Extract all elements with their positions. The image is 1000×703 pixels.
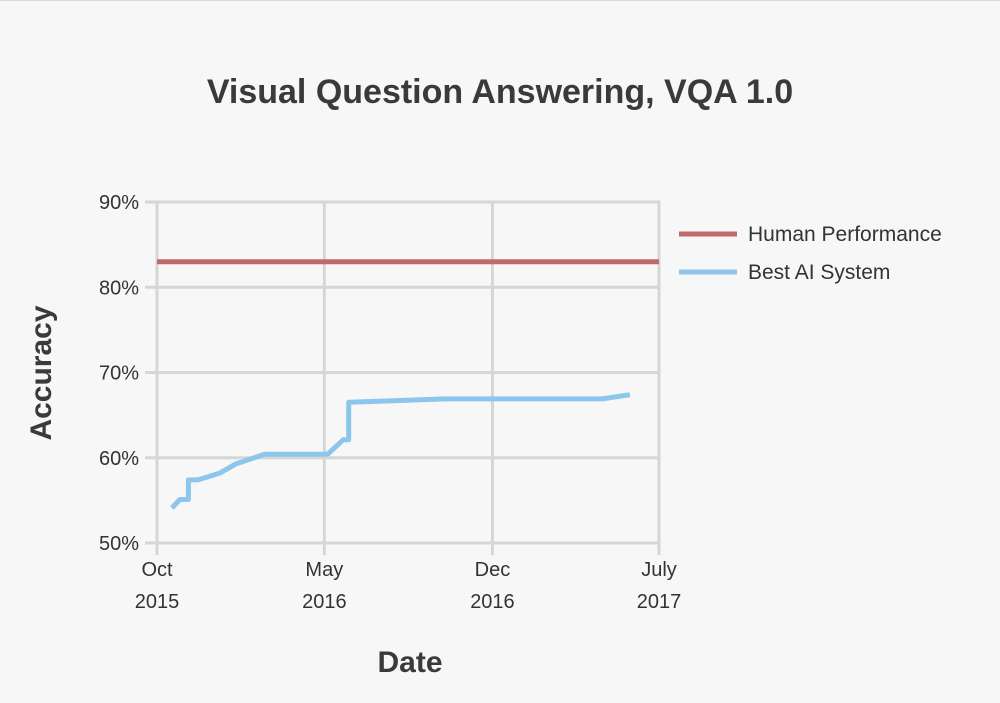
series-line-best-ai-system <box>170 392 631 510</box>
x-tick-label: Dec 2016 <box>470 559 515 613</box>
y-tick-label: 80% <box>99 277 139 299</box>
x-tick-label: July 2017 <box>637 559 682 613</box>
y-tick-label: 50% <box>99 533 139 555</box>
legend: Human Performance Best AI System <box>679 223 942 284</box>
plot-border <box>155 200 661 545</box>
x-tick-label: May 2016 <box>302 559 347 613</box>
x-axis-title: Date <box>377 646 442 679</box>
legend-label-human-performance: Human Performance <box>748 223 942 246</box>
chart-title: Visual Question Answering, VQA 1.0 <box>207 73 793 111</box>
y-tick-label: 70% <box>99 363 139 385</box>
y-axis-title: Accuracy <box>25 305 58 440</box>
y-tick-label: 60% <box>99 448 139 470</box>
plot-area: 50% 60% 70% 80% 90% Oct 2015 May 2016 Dec 2016 July… <box>99 192 681 613</box>
x-tick-label: Oct 2015 <box>135 559 180 613</box>
y-tick-label: 90% <box>99 192 139 214</box>
legend-label-best-ai-system: Best AI System <box>748 261 890 284</box>
